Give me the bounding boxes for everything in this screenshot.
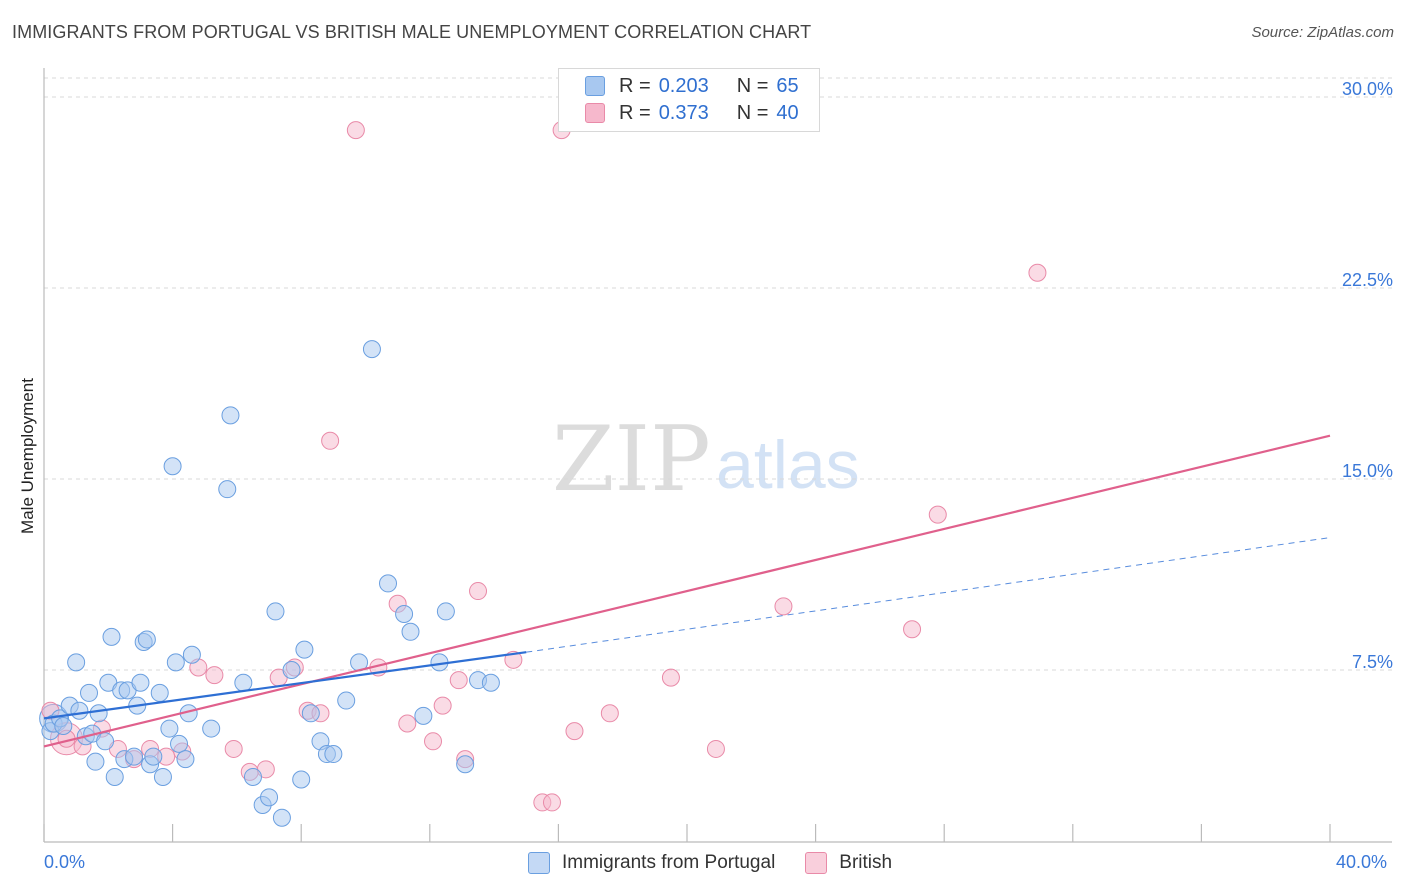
point-portugal (260, 788, 279, 807)
point-portugal (70, 701, 89, 720)
point-british (565, 722, 584, 741)
point-portugal (153, 767, 172, 786)
legend-row-british: R = 0.373 N = 40 (585, 100, 799, 126)
watermark-zip: ZIP (552, 407, 711, 512)
legend-n-label: N = (736, 74, 769, 97)
point-british (398, 714, 417, 733)
point-portugal (163, 457, 182, 476)
point-portugal (170, 734, 189, 753)
point-portugal (401, 622, 420, 641)
point-british (928, 505, 947, 524)
point-portugal (481, 673, 500, 692)
point-british (661, 668, 680, 687)
point-british (346, 121, 365, 140)
point-portugal (301, 704, 320, 723)
series-legend-british-label: British (839, 852, 893, 873)
point-portugal (176, 750, 195, 769)
point-british (706, 739, 725, 758)
point-portugal (125, 747, 144, 766)
point-portugal (282, 661, 301, 679)
point-portugal (144, 747, 163, 766)
point-portugal (379, 574, 398, 593)
source-credit: Source: ZipAtlas.com (1251, 24, 1394, 41)
point-british (424, 732, 443, 751)
point-portugal (67, 653, 86, 672)
legend-r-value: 0.203 (658, 74, 709, 97)
y-tick-label: 7.5% (1352, 652, 1393, 672)
point-portugal (266, 602, 285, 621)
legend-swatch-portugal (585, 76, 605, 96)
point-portugal (395, 604, 414, 623)
point-portugal (182, 645, 201, 664)
correlation-legend: R = 0.203 N = 65 R = 0.373 N = 40 (558, 68, 820, 132)
point-portugal (202, 719, 221, 738)
point-portugal (292, 770, 311, 789)
point-portugal (131, 673, 150, 692)
legend-swatch-british (585, 103, 605, 123)
point-british (224, 739, 243, 758)
point-portugal (80, 683, 99, 702)
point-portugal (272, 808, 291, 827)
point-portugal (414, 706, 433, 725)
legend-r-value: 0.373 (658, 101, 709, 124)
chart-title: IMMIGRANTS FROM PORTUGAL VS BRITISH MALE… (12, 22, 812, 42)
legend-n-value: 40 (776, 101, 799, 124)
point-british (433, 696, 452, 715)
point-portugal (324, 745, 343, 764)
point-british (1028, 263, 1047, 282)
point-portugal (362, 340, 381, 359)
series-swatch-portugal (528, 852, 550, 874)
point-british (542, 793, 561, 812)
series-legend-portugal-label: Immigrants from Portugal (562, 852, 776, 873)
point-portugal (436, 602, 455, 621)
point-british (903, 620, 922, 639)
series-legend: Immigrants from Portugal British (528, 852, 922, 874)
series-legend-british[interactable]: British (805, 852, 892, 874)
point-british (321, 431, 340, 450)
point-portugal (221, 406, 240, 425)
point-portugal (86, 752, 105, 771)
series-swatch-british (805, 852, 828, 874)
watermark-atlas: atlas (716, 427, 860, 503)
trend-line-portugal (43, 651, 527, 720)
point-british (449, 671, 468, 690)
point-portugal (234, 673, 253, 692)
point-british (600, 704, 619, 723)
point-portugal (89, 704, 108, 723)
x-axis-max-label: 40.0% (1336, 852, 1388, 872)
point-portugal (54, 717, 73, 736)
y-tick-label: 22.5% (1342, 270, 1393, 290)
point-portugal (137, 630, 156, 649)
point-portugal (218, 480, 237, 499)
point-portugal (160, 719, 179, 738)
point-portugal (337, 691, 356, 710)
y-tick-label: 30.0% (1342, 79, 1393, 99)
legend-n-value: 65 (776, 74, 799, 97)
point-portugal (243, 767, 262, 786)
point-british (469, 582, 488, 601)
point-portugal (456, 755, 475, 774)
point-portugal (150, 683, 169, 702)
point-british (205, 666, 224, 685)
trend-line-british (43, 434, 1331, 748)
y-tick-label: 15.0% (1342, 461, 1393, 481)
legend-r-label: R = (619, 74, 651, 97)
x-axis-min-label: 0.0% (44, 852, 86, 872)
legend-r-label: R = (619, 101, 651, 124)
point-british (774, 597, 793, 616)
legend-row-portugal: R = 0.203 N = 65 (585, 73, 799, 99)
legend-n-label: N = (736, 101, 769, 124)
point-portugal (105, 767, 124, 786)
trend-line-portugal-extension (526, 537, 1331, 653)
series-legend-portugal[interactable]: Immigrants from Portugal (528, 852, 775, 874)
point-portugal (102, 627, 121, 646)
point-portugal (295, 640, 314, 659)
point-portugal (166, 653, 185, 672)
point-portugal (96, 732, 115, 751)
